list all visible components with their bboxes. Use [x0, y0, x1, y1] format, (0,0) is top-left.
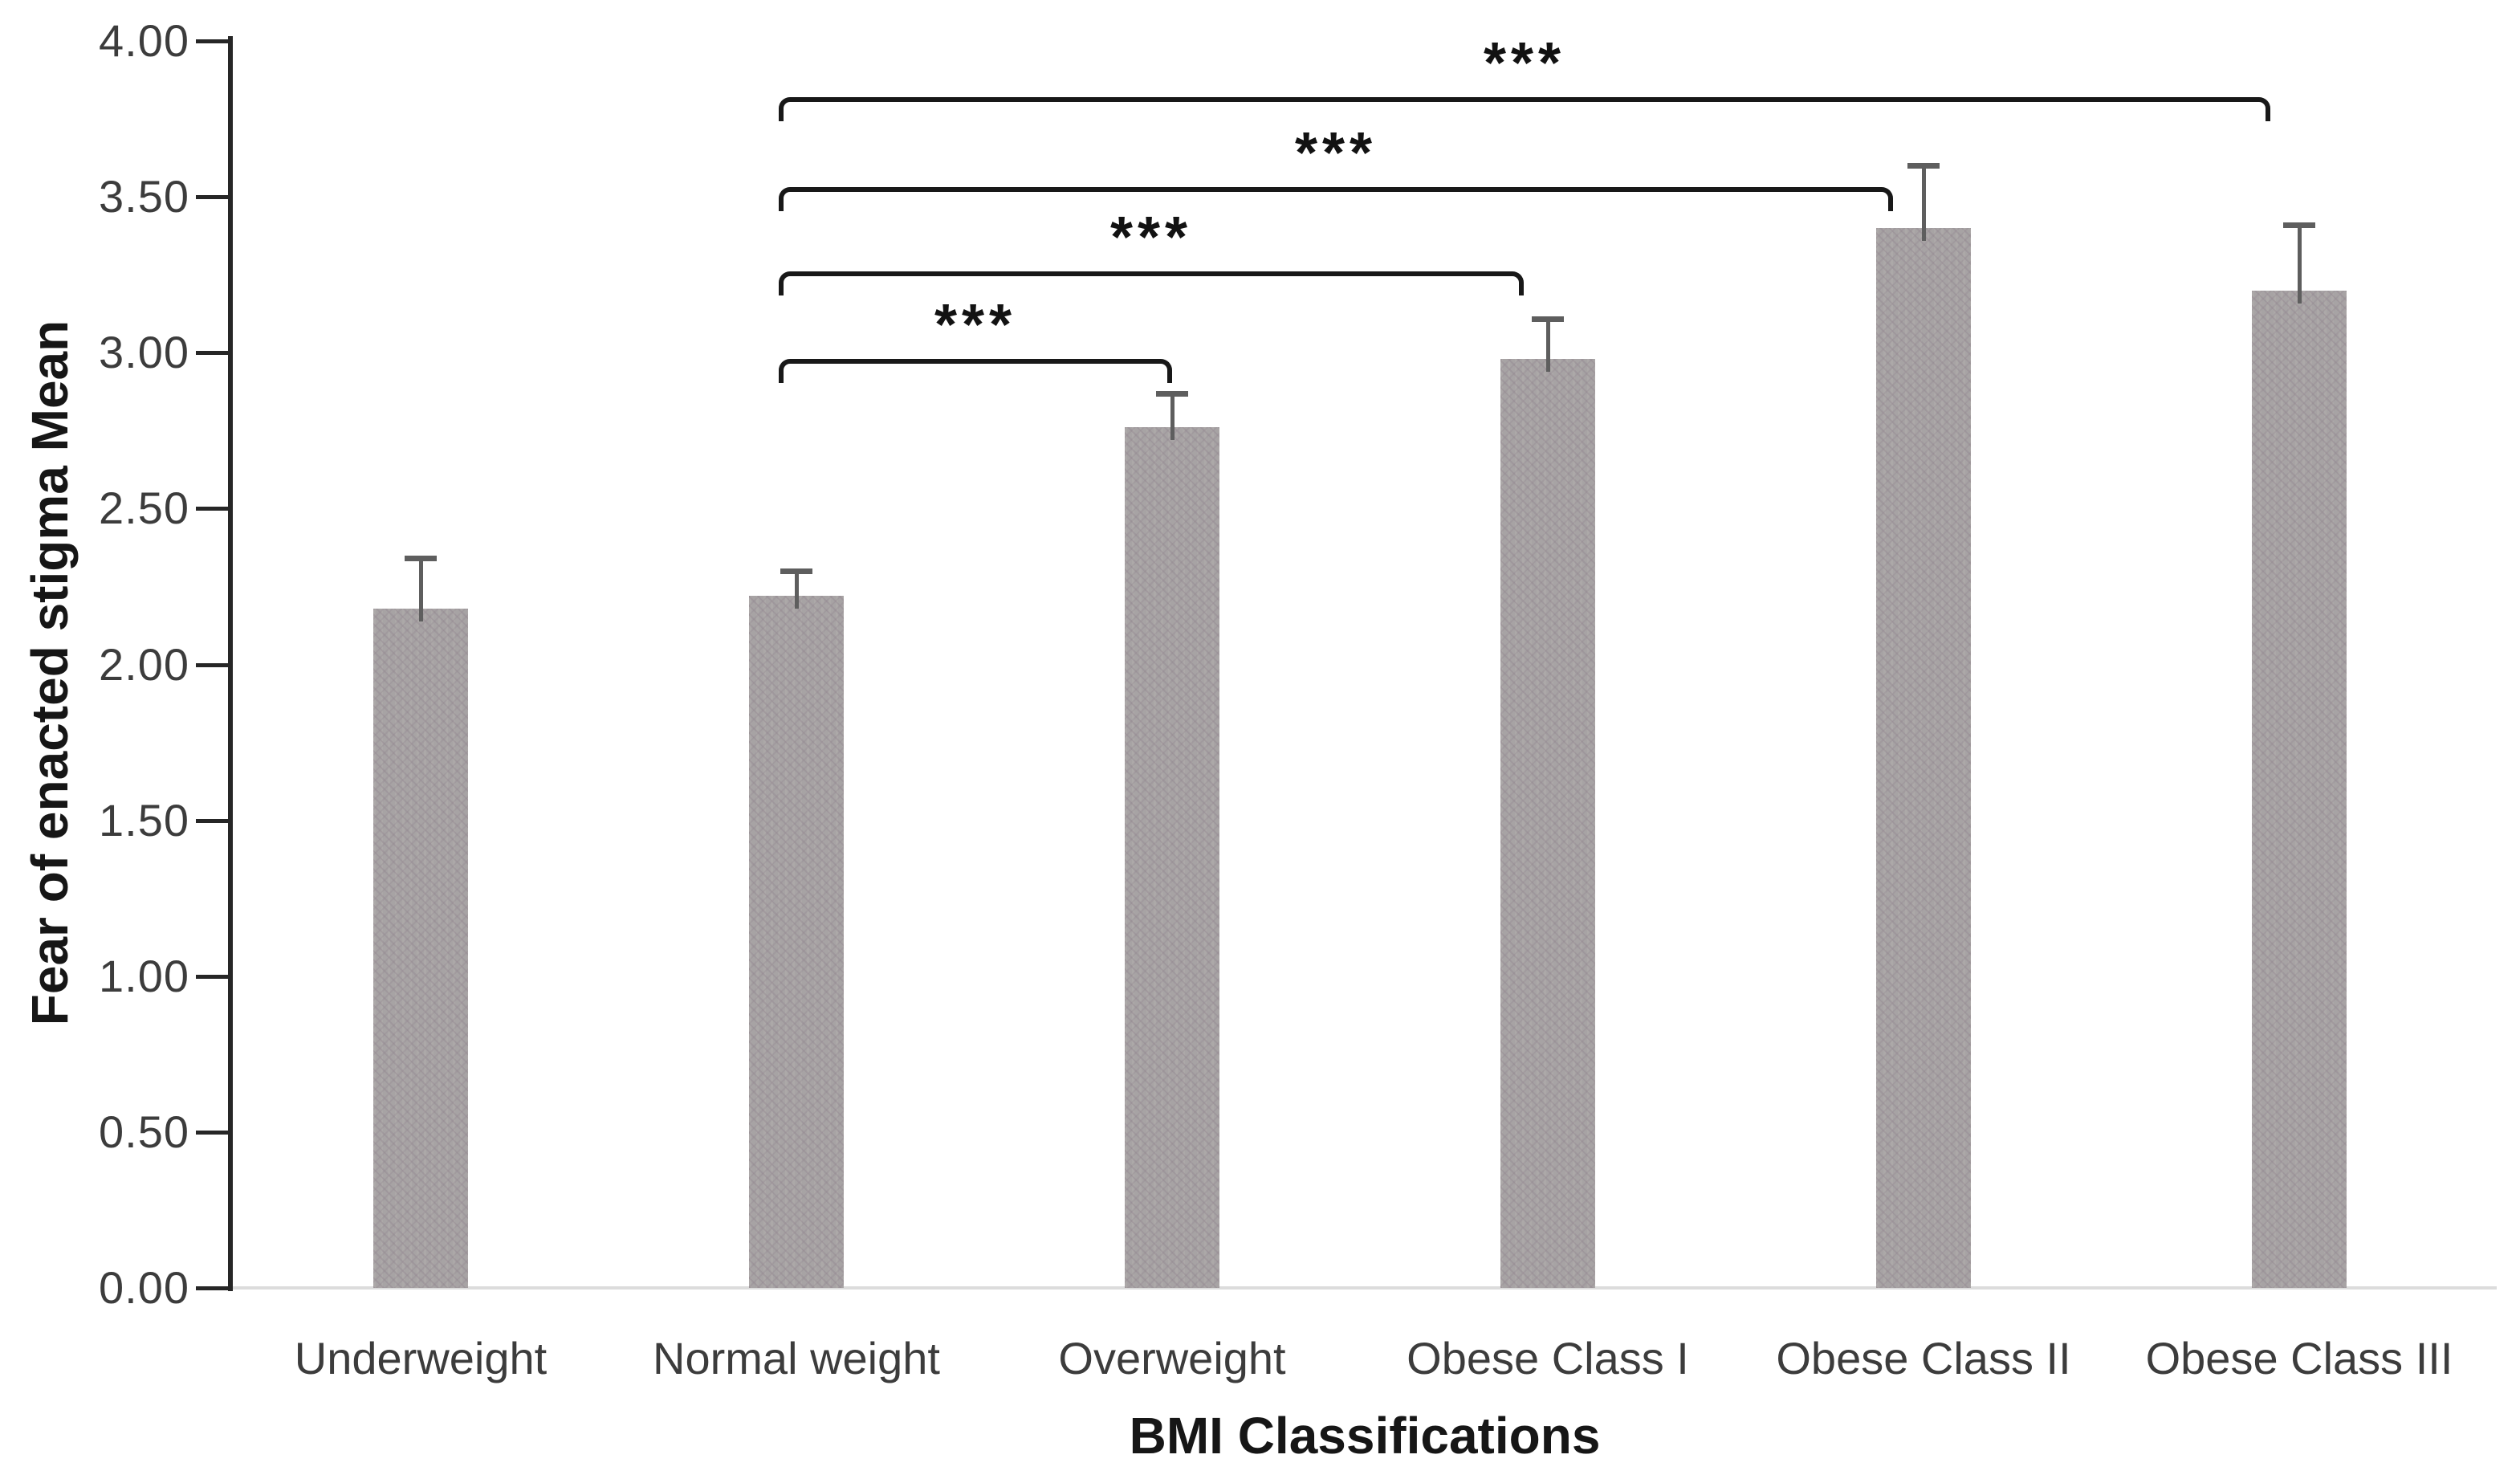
error-bar-line [795, 571, 799, 609]
y-axis-tick [196, 1286, 228, 1290]
y-axis-tick [196, 975, 228, 979]
bar-normal-weight [749, 596, 844, 1288]
x-axis-baseline [233, 1286, 2497, 1290]
x-axis-category-label: Obese Class I [1407, 1333, 1689, 1383]
y-axis-tick-label: 4.00 [99, 15, 189, 66]
y-axis-tick [196, 663, 228, 667]
error-bar-cap [1907, 163, 1940, 169]
error-bar-cap [780, 568, 812, 574]
y-axis-tick-label: 0.00 [99, 1262, 189, 1313]
y-axis-line [228, 36, 233, 1291]
significance-label-3: *** [1294, 121, 1378, 185]
significance-bracket-1 [779, 359, 1172, 383]
y-axis-tick [196, 819, 228, 823]
error-bar-cap [1156, 391, 1188, 397]
bar-obese-class-ii [1876, 228, 1971, 1288]
y-axis-tick-label: 1.50 [99, 795, 189, 845]
y-axis-tick [196, 351, 228, 355]
x-axis-category-label: Obese Class II [1776, 1333, 2071, 1383]
y-axis-tick [196, 1131, 228, 1135]
y-axis-tick [196, 39, 228, 43]
significance-bracket-3 [779, 187, 1893, 211]
bar-overweight [1125, 427, 1219, 1288]
bar-obese-class-iii [2252, 291, 2347, 1288]
error-bar-cap [405, 556, 437, 561]
bar-obese-class-i [1500, 359, 1595, 1288]
x-axis-title: BMI Classifications [1129, 1407, 1601, 1465]
error-bar-cap [1532, 316, 1564, 322]
y-axis-tick-label: 2.00 [99, 639, 189, 690]
x-axis-category-label: Underweight [294, 1333, 548, 1383]
error-bar-line [419, 558, 423, 621]
error-bar-cap [2283, 222, 2315, 228]
y-axis-tick-label: 3.50 [99, 171, 189, 222]
y-axis-tick [196, 507, 228, 511]
error-bar-line [1170, 393, 1175, 440]
x-axis-category-label: Obese Class III [2145, 1333, 2453, 1383]
error-bar-line [2298, 225, 2302, 304]
significance-label-4: *** [1483, 31, 1566, 96]
significance-label-2: *** [1109, 206, 1193, 270]
y-axis-tick-label: 3.00 [99, 327, 189, 377]
x-axis-category-label: Normal weight [653, 1333, 940, 1383]
y-axis-tick-label: 2.50 [99, 483, 189, 533]
y-axis-tick-label: 0.50 [99, 1106, 189, 1157]
y-axis-tick-label: 1.00 [99, 951, 189, 1001]
significance-label-1: *** [934, 293, 1017, 357]
significance-bracket-2 [779, 271, 1524, 295]
error-bar-line [1922, 165, 1926, 241]
y-axis-tick [196, 195, 228, 199]
significance-bracket-4 [779, 97, 2270, 121]
error-bar-line [1546, 319, 1550, 372]
bar-underweight [373, 609, 468, 1288]
x-axis-category-label: Overweight [1058, 1333, 1286, 1383]
